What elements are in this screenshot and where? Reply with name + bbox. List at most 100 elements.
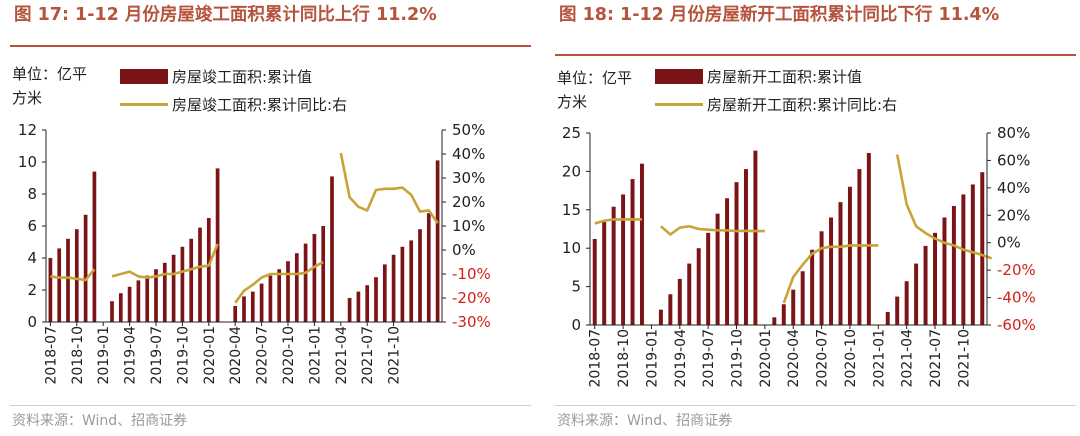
right-tick-label: -40% [997, 289, 1036, 307]
legend-item-bar: 房屋新开工面积:累计值 [655, 62, 897, 90]
bar [171, 254, 176, 322]
x-tick-label: 2021-04 [900, 329, 916, 388]
bar [426, 213, 431, 322]
bar [933, 232, 937, 325]
bar [180, 246, 185, 322]
x-tick-label: 2020-07 [815, 329, 831, 388]
right-tick-label: 20% [997, 206, 1030, 224]
bar [696, 248, 701, 325]
bar [145, 275, 150, 322]
bar [781, 304, 786, 325]
legend-label-bar: 房屋新开工面积:累计值 [707, 67, 863, 86]
bar [303, 243, 308, 322]
bar [162, 262, 167, 322]
bar [48, 258, 53, 322]
bar [250, 291, 255, 322]
bar [895, 296, 900, 325]
bar [800, 271, 805, 325]
bar [706, 232, 711, 325]
right-tick-label: 0% [452, 241, 476, 259]
bar [923, 245, 928, 325]
left-tick-label: 4 [27, 249, 37, 267]
bar [668, 294, 673, 325]
right-tick-label: 80% [997, 124, 1030, 142]
left-tick-label: 12 [18, 121, 37, 139]
bar [970, 184, 975, 325]
bar [312, 234, 317, 322]
x-tick-label: 2020-10 [843, 329, 859, 388]
bar [640, 163, 644, 325]
bar [286, 261, 290, 322]
x-tick-label: 2019-07 [701, 329, 717, 388]
bar [74, 229, 79, 322]
bar [942, 217, 947, 325]
bar [847, 186, 852, 325]
source-divider [555, 405, 1076, 406]
x-tick-label: 2021-01 [307, 326, 323, 385]
x-tick-label: 2021-04 [334, 326, 350, 385]
bar [259, 283, 264, 322]
bar [57, 248, 62, 322]
source-note: 资料来源：Wind、招商证券 [12, 413, 188, 429]
bar [838, 202, 843, 325]
bar [382, 264, 387, 322]
unit-label: 单位：亿平方米 [12, 65, 88, 107]
bar [189, 238, 194, 322]
bar [677, 278, 682, 325]
right-tick-label: 50% [452, 121, 485, 139]
bar [630, 179, 635, 325]
bar [268, 275, 273, 322]
chart-plot-completion: 0 2 4 6 8 10 12 -30% -20% -10% 0% 10% 20% 30% 40% 50% 20… [18, 121, 491, 385]
chart-panel-completion: 图 17: 1-12 月份房屋竣工面积累计同比上行 11.2% 单位：亿平方米 … [0, 0, 535, 436]
right-tick-label: 40% [452, 145, 485, 163]
bar [592, 238, 597, 325]
right-tick-label: -20% [997, 261, 1036, 279]
source-note: 资料来源：Wind、招商证券 [557, 413, 733, 429]
bar [772, 317, 777, 325]
bar [356, 291, 361, 322]
x-tick-label: 2020-07 [255, 326, 271, 385]
bar [621, 194, 626, 325]
right-tick-label: 30% [452, 169, 485, 187]
x-tick-label: 2021-07 [360, 326, 376, 385]
bar [418, 229, 422, 322]
bar [857, 169, 862, 325]
right-tick-label: -10% [452, 265, 491, 283]
bar [294, 253, 299, 322]
legend-line-swatch [120, 102, 168, 106]
bar [154, 269, 158, 322]
line-series [594, 154, 993, 304]
bar [734, 182, 739, 325]
bar [400, 246, 405, 322]
bar [810, 249, 815, 325]
bar [277, 269, 282, 322]
x-tick-label: 2020-01 [202, 326, 218, 385]
bar [435, 160, 440, 322]
bar [914, 263, 919, 325]
legend-item-bar: 房屋竣工面积:累计值 [120, 62, 347, 90]
bar [83, 214, 88, 322]
bar [715, 213, 720, 325]
legend-line-swatch [655, 102, 703, 106]
bar [866, 152, 871, 325]
legend-label-line: 房屋新开工面积:累计同比:右 [707, 95, 898, 114]
bar [330, 176, 334, 322]
left-tick-label: 5 [571, 278, 581, 296]
chart-title: 图 17: 1-12 月份房屋竣工面积累计同比上行 11.2% [14, 5, 437, 25]
bar [136, 280, 141, 322]
x-tick-label: 2020-01 [758, 329, 774, 388]
x-tick-label: 2018-10 [70, 326, 86, 385]
legend-bar-swatch [120, 68, 168, 84]
x-tick-label: 2020-10 [281, 326, 297, 385]
title-divider [10, 45, 531, 47]
bar [127, 286, 132, 322]
bar [321, 226, 326, 322]
bar [951, 205, 956, 325]
right-tick-label: 0% [997, 234, 1021, 252]
right-tick-label: -60% [997, 316, 1036, 334]
bar [687, 263, 692, 325]
left-tick-label: 6 [27, 217, 37, 235]
left-tick-label: 10 [18, 153, 37, 171]
left-tick-label: 2 [27, 281, 37, 299]
x-tick-label: 2019-04 [673, 329, 689, 388]
